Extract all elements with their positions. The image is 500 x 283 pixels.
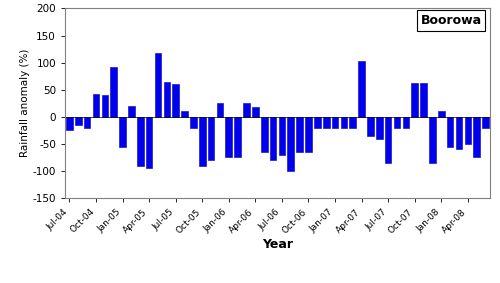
Bar: [66, 117, 72, 130]
Bar: [234, 117, 241, 157]
Bar: [358, 61, 365, 117]
Bar: [154, 53, 162, 117]
Bar: [84, 117, 90, 128]
Bar: [438, 112, 444, 117]
Bar: [376, 117, 382, 138]
Bar: [75, 117, 82, 125]
Bar: [164, 82, 170, 117]
Bar: [323, 117, 330, 128]
Bar: [199, 117, 205, 166]
Bar: [110, 67, 117, 117]
Bar: [350, 117, 356, 128]
Bar: [252, 107, 258, 117]
Bar: [296, 117, 303, 152]
Bar: [243, 103, 250, 117]
Bar: [128, 106, 134, 117]
Text: Boorowa: Boorowa: [420, 14, 482, 27]
Bar: [367, 117, 374, 136]
Bar: [288, 117, 294, 171]
Bar: [474, 117, 480, 157]
Bar: [102, 95, 108, 117]
Bar: [181, 112, 188, 117]
Bar: [447, 117, 454, 147]
Bar: [332, 117, 338, 128]
Bar: [420, 83, 427, 117]
Bar: [340, 117, 347, 128]
Bar: [216, 103, 224, 117]
Bar: [172, 84, 179, 117]
Bar: [412, 83, 418, 117]
Bar: [278, 117, 285, 155]
Bar: [261, 117, 268, 152]
Bar: [394, 117, 400, 128]
Bar: [226, 117, 232, 157]
Bar: [190, 117, 196, 128]
Bar: [464, 117, 471, 144]
Bar: [208, 117, 214, 160]
Y-axis label: Rainfall anomaly (%): Rainfall anomaly (%): [20, 49, 30, 157]
Bar: [456, 117, 462, 149]
X-axis label: Year: Year: [262, 238, 293, 251]
Bar: [305, 117, 312, 152]
Bar: [137, 117, 143, 166]
Bar: [92, 94, 100, 117]
Bar: [429, 117, 436, 163]
Bar: [482, 117, 489, 128]
Bar: [146, 117, 152, 168]
Bar: [119, 117, 126, 147]
Bar: [385, 117, 392, 163]
Bar: [402, 117, 409, 128]
Bar: [270, 117, 276, 160]
Bar: [314, 117, 320, 128]
